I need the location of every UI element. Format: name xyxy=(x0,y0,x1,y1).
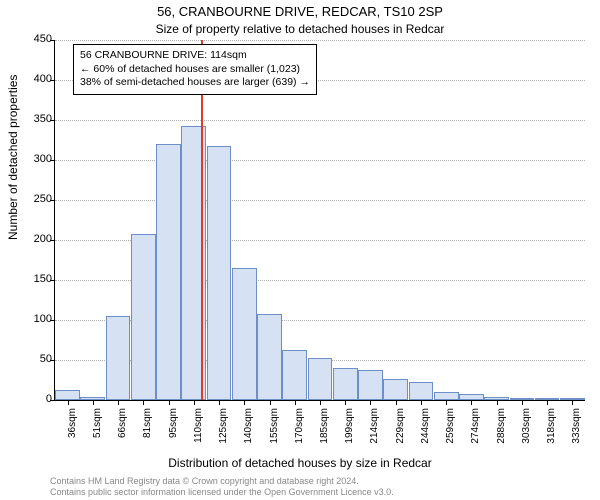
x-tick-label: 36sqm xyxy=(67,408,78,452)
histogram-bar xyxy=(257,314,282,400)
x-tick-label: 199sqm xyxy=(344,408,355,452)
y-tick-label: 150 xyxy=(12,273,52,285)
histogram-bar xyxy=(308,358,333,400)
x-tick xyxy=(345,400,346,405)
histogram-bar xyxy=(106,316,131,400)
x-tick-label: 170sqm xyxy=(294,408,305,452)
histogram-bar xyxy=(232,268,257,400)
x-tick xyxy=(370,400,371,405)
x-tick-label: 303sqm xyxy=(521,408,532,452)
y-tick-label: 50 xyxy=(12,353,52,365)
x-tick xyxy=(396,400,397,405)
x-tick xyxy=(143,400,144,405)
x-tick xyxy=(421,400,422,405)
title-main: 56, CRANBOURNE DRIVE, REDCAR, TS10 2SP xyxy=(0,4,600,19)
footer-line1: Contains HM Land Registry data © Crown c… xyxy=(50,476,590,487)
x-tick xyxy=(295,400,296,405)
x-tick-label: 333sqm xyxy=(571,408,582,452)
x-tick-label: 185sqm xyxy=(319,408,330,452)
histogram-bar xyxy=(282,350,307,400)
x-axis-label: Distribution of detached houses by size … xyxy=(0,456,600,470)
y-tick-label: 400 xyxy=(12,73,52,85)
histogram-bar xyxy=(207,146,232,400)
histogram-bar xyxy=(383,379,408,400)
histogram-bar xyxy=(434,392,459,400)
gridline xyxy=(55,40,585,41)
x-tick xyxy=(194,400,195,405)
x-tick-label: 318sqm xyxy=(546,408,557,452)
histogram-bar xyxy=(358,370,383,400)
histogram-bar xyxy=(156,144,181,400)
histogram-bar xyxy=(131,234,156,400)
gridline xyxy=(55,160,585,161)
annotation-line: 38% of semi-detached houses are larger (… xyxy=(80,76,310,90)
x-tick xyxy=(572,400,573,405)
x-tick-label: 140sqm xyxy=(243,408,254,452)
y-tick-label: 100 xyxy=(12,313,52,325)
x-tick xyxy=(118,400,119,405)
x-tick xyxy=(270,400,271,405)
y-tick-label: 350 xyxy=(12,113,52,125)
x-tick xyxy=(93,400,94,405)
annotation-line: 56 CRANBOURNE DRIVE: 114sqm xyxy=(80,49,310,63)
histogram-bar xyxy=(409,382,434,400)
x-tick-label: 274sqm xyxy=(470,408,481,452)
x-tick-label: 51sqm xyxy=(92,408,103,452)
x-tick-label: 229sqm xyxy=(395,408,406,452)
title-sub: Size of property relative to detached ho… xyxy=(0,22,600,36)
x-tick-label: 125sqm xyxy=(218,408,229,452)
x-tick xyxy=(471,400,472,405)
y-tick-label: 250 xyxy=(12,193,52,205)
x-tick xyxy=(169,400,170,405)
gridline xyxy=(55,120,585,121)
histogram-bar xyxy=(333,368,358,400)
x-tick-label: 288sqm xyxy=(496,408,507,452)
gridline xyxy=(55,200,585,201)
x-tick xyxy=(522,400,523,405)
x-tick xyxy=(547,400,548,405)
x-tick xyxy=(219,400,220,405)
x-tick-label: 214sqm xyxy=(369,408,380,452)
annotation-box: 56 CRANBOURNE DRIVE: 114sqm← 60% of deta… xyxy=(73,44,317,95)
annotation-line: ← 60% of detached houses are smaller (1,… xyxy=(80,63,310,77)
footer-line2: Contains public sector information licen… xyxy=(50,487,590,498)
x-tick-label: 81sqm xyxy=(142,408,153,452)
x-tick-label: 259sqm xyxy=(445,408,456,452)
x-tick-label: 155sqm xyxy=(269,408,280,452)
x-tick-label: 110sqm xyxy=(193,408,204,452)
y-tick-label: 300 xyxy=(12,153,52,165)
y-tick-label: 0 xyxy=(12,393,52,405)
x-tick-label: 95sqm xyxy=(168,408,179,452)
x-tick-label: 66sqm xyxy=(117,408,128,452)
histogram-bar xyxy=(55,390,80,400)
x-tick-label: 244sqm xyxy=(420,408,431,452)
x-tick xyxy=(68,400,69,405)
y-tick-label: 200 xyxy=(12,233,52,245)
x-tick xyxy=(320,400,321,405)
x-tick xyxy=(497,400,498,405)
footer-attribution: Contains HM Land Registry data © Crown c… xyxy=(50,476,590,498)
x-tick xyxy=(244,400,245,405)
chart-plot-area: 56 CRANBOURNE DRIVE: 114sqm← 60% of deta… xyxy=(54,40,585,401)
y-tick-label: 450 xyxy=(12,33,52,45)
x-tick xyxy=(446,400,447,405)
